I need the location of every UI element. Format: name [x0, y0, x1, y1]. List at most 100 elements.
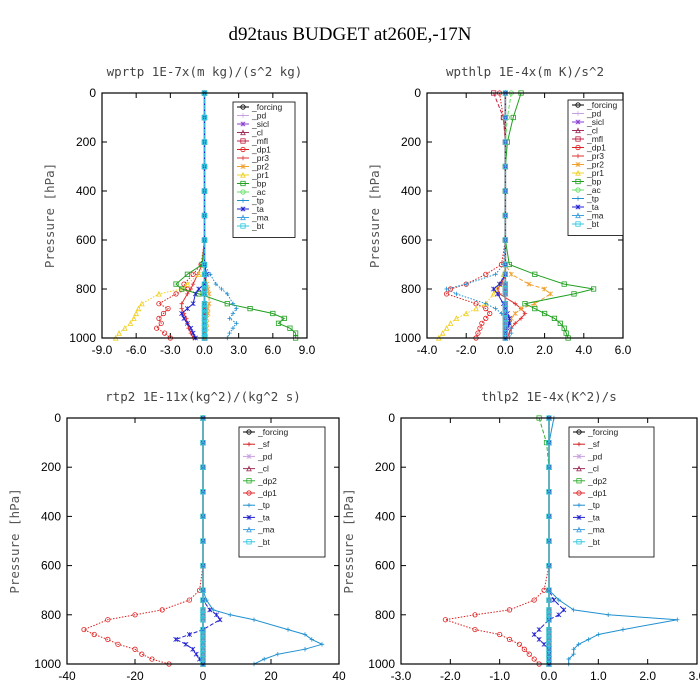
series-point — [536, 636, 542, 642]
series-point — [184, 271, 191, 277]
series-point — [526, 281, 532, 287]
series-point — [512, 311, 518, 316]
legend-marker — [575, 153, 581, 159]
y-tick-label: 400 — [41, 509, 61, 523]
series-point — [531, 631, 537, 637]
series-point — [228, 612, 233, 617]
series-point — [200, 656, 206, 662]
series-point — [502, 188, 509, 194]
series-point — [561, 281, 567, 287]
series-point — [531, 656, 537, 662]
series-point — [156, 301, 162, 307]
legend-label: _tp — [257, 500, 270, 510]
legend-marker — [240, 223, 246, 229]
series-point — [132, 612, 138, 618]
legend-label: _ta — [251, 204, 264, 214]
series-point — [132, 646, 138, 652]
series-bt — [546, 415, 552, 667]
legend-marker — [576, 539, 582, 545]
series-point — [201, 237, 208, 243]
series-point — [513, 321, 518, 326]
series-point — [546, 617, 552, 623]
x-tick-label: -40 — [58, 669, 76, 683]
series-point — [444, 286, 449, 292]
legend: _forcing_pd_sicl_cl_mfl_dp1_pr3_pr2_pr1_… — [232, 101, 296, 238]
series-point — [509, 326, 514, 331]
series-point — [442, 617, 448, 623]
series-point — [561, 607, 567, 613]
legend: _forcing _sf _pd _cl _dp2 _dp1 _tp _ta _ma _bt — [238, 426, 326, 558]
series-point — [270, 310, 276, 317]
x-tick-label: 3.0 — [230, 343, 247, 357]
series-point — [439, 330, 446, 336]
legend-marker — [575, 162, 581, 167]
series-point — [247, 305, 253, 312]
x-tick-label: -2.0 — [440, 669, 461, 683]
y-axis-label: Pressure [hPa] — [341, 488, 356, 593]
series-point — [173, 291, 179, 297]
series-point — [193, 651, 199, 657]
legend-marker — [246, 442, 252, 447]
series-point — [201, 281, 208, 287]
series-point — [526, 651, 532, 657]
legend-label: _forcing — [257, 427, 289, 437]
series-point — [201, 163, 208, 170]
series-point — [200, 563, 206, 569]
series-point — [200, 464, 206, 470]
panel-title: rtp2 1E-11x(kg^2)/(kg^2 s) — [105, 389, 301, 404]
legend-label: _mfl — [251, 136, 268, 146]
series-dp1 — [154, 90, 208, 341]
series-point — [225, 291, 230, 297]
series-point — [309, 637, 314, 642]
series-point — [184, 316, 189, 321]
legend-label: _tp — [586, 194, 599, 204]
y-tick-label: 400 — [401, 184, 421, 198]
series-point — [531, 597, 537, 603]
series-point — [200, 612, 206, 618]
series-point — [546, 607, 552, 613]
series-dp1 — [443, 90, 508, 341]
series-point — [506, 261, 512, 268]
series-point — [502, 315, 509, 322]
series-point — [200, 651, 206, 657]
series-point — [497, 281, 503, 287]
series-point — [443, 291, 450, 297]
series-point — [160, 310, 167, 317]
y-axis-label: Pressure [hPa] — [7, 488, 22, 593]
series-point — [184, 320, 190, 326]
series-point — [502, 237, 509, 243]
legend-label: _ma — [257, 525, 275, 535]
x-tick-label: 20 — [264, 669, 278, 683]
series-point — [159, 607, 165, 613]
series-point — [502, 114, 509, 121]
legend-marker — [575, 187, 581, 193]
series-point — [190, 646, 196, 652]
series-point — [546, 612, 552, 618]
series-point — [493, 272, 498, 277]
legend-label: _cl — [257, 464, 269, 474]
series-point — [532, 271, 538, 277]
series-point — [483, 305, 489, 312]
series-point — [495, 291, 501, 297]
series-point — [201, 330, 208, 336]
series-point — [546, 587, 552, 593]
series-point — [201, 325, 208, 331]
y-tick-label: 200 — [401, 135, 421, 149]
series-point — [201, 286, 208, 292]
y-tick-label: 1000 — [69, 331, 96, 345]
series-point — [510, 114, 516, 121]
series-point — [532, 305, 538, 312]
series-point — [81, 626, 87, 633]
series-point — [214, 612, 220, 618]
series-point — [491, 286, 497, 292]
y-tick-label: 600 — [76, 233, 96, 247]
series-point — [201, 301, 208, 307]
series-point — [165, 305, 171, 312]
legend-box — [238, 426, 326, 558]
series-point — [319, 642, 325, 647]
series-point — [227, 316, 232, 321]
x-tick-label: 9.0 — [299, 343, 316, 357]
series-point — [200, 587, 206, 593]
legend-label: _pr2 — [586, 160, 604, 170]
legend-marker — [246, 490, 252, 496]
